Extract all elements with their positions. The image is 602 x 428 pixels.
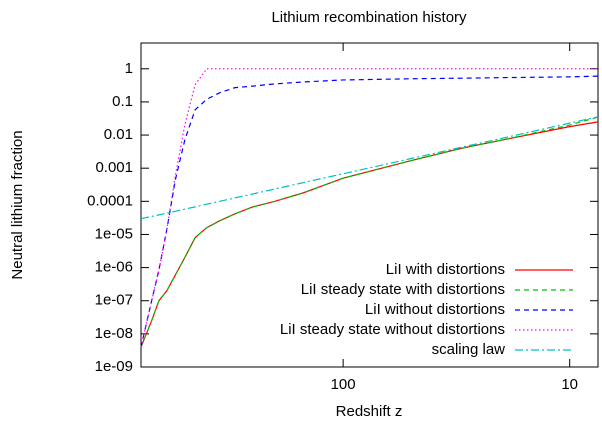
series-line — [140, 116, 599, 348]
legend-label: LiI with distortions — [386, 261, 505, 278]
y-axis-label: Neutral lithium fraction — [9, 130, 26, 279]
series-line — [140, 116, 599, 220]
chart-title: Lithium recombination history — [271, 9, 467, 26]
x-axis-label: Redshift z — [336, 403, 403, 420]
y-tick-label: 1 — [125, 60, 133, 77]
legend-label: LiI without distortions — [365, 301, 505, 318]
y-tick-label: 1e-09 — [95, 358, 133, 375]
series-line — [140, 68, 598, 348]
y-tick-label: 1e-08 — [95, 325, 133, 342]
y-tick-label: 0.01 — [104, 126, 133, 143]
plot-frame — [140, 42, 599, 368]
y-tick-label: 1e-06 — [95, 259, 133, 276]
legend-label: LiI steady state without distortions — [280, 321, 505, 338]
legend-label: LiI steady state with distortions — [301, 281, 505, 298]
legend-label: scaling law — [432, 341, 506, 358]
x-tick-label: 100 — [331, 376, 356, 393]
y-tick-label: 0.001 — [95, 159, 133, 176]
y-tick-label: 1e-05 — [95, 225, 133, 242]
x-tick-label: 10 — [561, 376, 578, 393]
y-tick-label: 0.1 — [112, 93, 133, 110]
y-tick-label: 0.0001 — [87, 192, 133, 209]
y-tick-label: 1e-07 — [95, 292, 133, 309]
